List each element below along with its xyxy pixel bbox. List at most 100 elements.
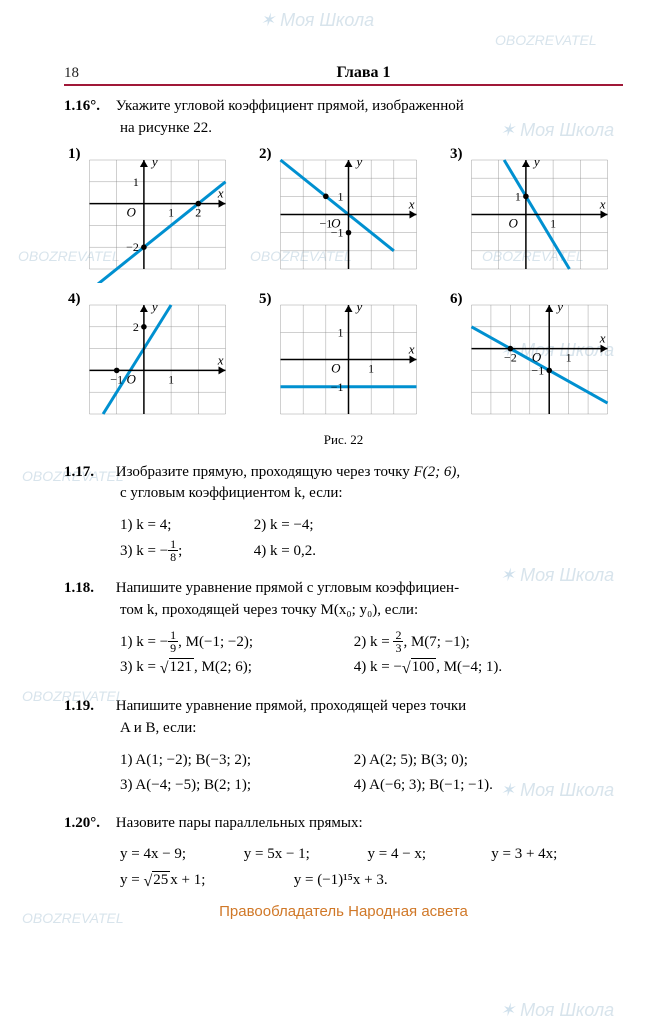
charts-grid: 1) 1 2 1 −2 x y O 2) −1 1 −1 x y O 3) 1 1 x y O 4) −1 1 2… (64, 148, 623, 428)
task-text: Укажите угловой коэффициент прямой, изоб… (116, 98, 464, 114)
svg-text:1: 1 (338, 189, 344, 203)
svg-text:O: O (127, 371, 137, 386)
chart-svg: 1 1 −1 x y O (255, 293, 432, 428)
item: 1) k = −19, M(−1; −2); (120, 630, 350, 656)
item: 3) A(−4; −5); B(2; 1); (120, 773, 350, 799)
chart-6: 6) −2 1 −1 x y O (446, 293, 623, 428)
chart-1: 1) 1 2 1 −2 x y O (64, 148, 241, 283)
point: F(2; 6) (414, 464, 457, 480)
chart-number: 6) (450, 291, 463, 308)
svg-text:x: x (408, 196, 415, 211)
item: 1) A(1; −2); B(−3; 2); (120, 748, 350, 774)
svg-text:1: 1 (550, 216, 556, 230)
page-header: 18 Глава 1 (64, 64, 623, 86)
svg-text:−2: −2 (504, 350, 517, 364)
svg-text:1: 1 (338, 325, 344, 339)
svg-text:1: 1 (168, 205, 174, 219)
chart-2: 2) −11−1xyO (255, 148, 432, 283)
svg-text:O: O (509, 215, 519, 230)
svg-text:y: y (355, 154, 363, 169)
svg-text:−1: −1 (331, 379, 344, 393)
chart-number: 1) (68, 146, 81, 163)
svg-text:2: 2 (195, 205, 201, 219)
task-number: 1.16°. (64, 96, 112, 118)
copyright-footer: Правообладатель Народная асвета (64, 903, 623, 920)
svg-text:1: 1 (566, 350, 572, 364)
item: 3) k = √121, M(2; 6); (120, 655, 350, 682)
svg-text:O: O (331, 215, 341, 230)
svg-text:x: x (599, 196, 606, 211)
svg-text:−2: −2 (126, 240, 139, 254)
svg-text:1: 1 (368, 361, 374, 375)
chart-number: 5) (259, 291, 272, 308)
chart-svg: 1 1 x y O (446, 148, 623, 283)
chart-3: 3) 1 1 x y O (446, 148, 623, 283)
svg-text:1: 1 (168, 372, 174, 386)
task-116: 1.16°. Укажите угловой коэффициент прямо… (64, 96, 623, 140)
item: 2) k = −4; (254, 513, 384, 539)
task-text: Напишите уравнение прямой, проходящей че… (116, 698, 466, 714)
task-119: 1.19. Напишите уравнение прямой, проходя… (64, 696, 623, 740)
item: y = 3 + 4x; (491, 842, 557, 868)
svg-text:y: y (532, 154, 540, 169)
svg-text:1: 1 (133, 174, 139, 188)
svg-text:y: y (355, 299, 363, 314)
svg-text:−1: −1 (531, 363, 544, 377)
chapter-title: Глава 1 (104, 64, 623, 82)
chart-svg: 1 2 1 −2 x y O (64, 148, 241, 283)
task-number: 1.20°. (64, 813, 112, 835)
task-117-items: 1) k = 4; 2) k = −4; 3) k = −18; 4) k = … (64, 513, 623, 564)
task-text-line2: на рисунке 22. (64, 118, 623, 140)
chart-svg: −1 1 2 x y O (64, 293, 241, 428)
figure-caption: Рис. 22 (64, 432, 623, 448)
svg-text:y: y (555, 299, 563, 314)
svg-text:y: y (150, 299, 158, 314)
item: y = 5x − 1; (244, 842, 364, 868)
chart-number: 3) (450, 146, 463, 163)
svg-text:−1: −1 (110, 372, 123, 386)
svg-text:x: x (599, 330, 606, 345)
svg-text:x: x (408, 341, 415, 356)
svg-text:O: O (532, 349, 542, 364)
task-118-items: 1) k = −19, M(−1; −2); 2) k = 23, M(7; −… (64, 630, 623, 683)
item: 4) k = −√100, M(−4; 1). (354, 655, 584, 682)
watermark: ✶ Моя Школа (500, 1000, 614, 1021)
task-number: 1.19. (64, 696, 112, 718)
task-117: 1.17. Изобразите прямую, проходящую чере… (64, 462, 623, 506)
task-text: Изобразите прямую, проходящую через точк… (116, 464, 414, 480)
task-number: 1.17. (64, 462, 112, 484)
task-number: 1.18. (64, 578, 112, 600)
svg-text:1: 1 (515, 189, 521, 203)
page-number: 18 (64, 65, 104, 82)
task-118: 1.18. Напишите уравнение прямой с угловы… (64, 578, 623, 622)
chart-svg: −2 1 −1 x y O (446, 293, 623, 428)
svg-text:x: x (217, 185, 224, 200)
item: 2) A(2; 5); B(3; 0); (354, 748, 584, 774)
task-text-line2: с угловым коэффициентом k, если: (64, 483, 623, 505)
svg-text:O: O (127, 204, 137, 219)
task-text-line2: A и B, если: (64, 718, 623, 740)
chart-svg: −11−1xyO (255, 148, 432, 283)
chart-4: 4) −1 1 2 x y O (64, 293, 241, 428)
item: y = (−1)¹⁵x + 3. (294, 868, 388, 894)
task-text: Назовите пары параллельных прямых: (116, 815, 363, 831)
task-119-items: 1) A(1; −2); B(−3; 2); 2) A(2; 5); B(3; … (64, 748, 623, 799)
svg-text:y: y (150, 154, 158, 169)
item: y = 4x − 9; (120, 842, 240, 868)
task-120-items: y = 4x − 9; y = 5x − 1; y = 4 − x; y = 3… (64, 842, 623, 895)
item: 4) k = 0,2. (254, 539, 384, 565)
svg-text:2: 2 (133, 319, 139, 333)
svg-text:O: O (331, 360, 341, 375)
task-text-line2: том k, проходящей через точку M(x₀; y₀),… (64, 600, 623, 622)
chart-number: 4) (68, 291, 81, 308)
item: 2) k = 23, M(7; −1); (354, 630, 584, 656)
task-text: Напишите уравнение прямой с угловым коэф… (116, 580, 459, 596)
chart-5: 5) 1 1 −1 x y O (255, 293, 432, 428)
svg-text:x: x (217, 352, 224, 367)
chart-number: 2) (259, 146, 272, 163)
item: 1) k = 4; (120, 513, 250, 539)
item: y = √25x + 1; (120, 868, 290, 895)
item: 3) k = −18; (120, 539, 250, 565)
item: y = 4 − x; (368, 842, 488, 868)
item: 4) A(−6; 3); B(−1; −1). (354, 773, 584, 799)
